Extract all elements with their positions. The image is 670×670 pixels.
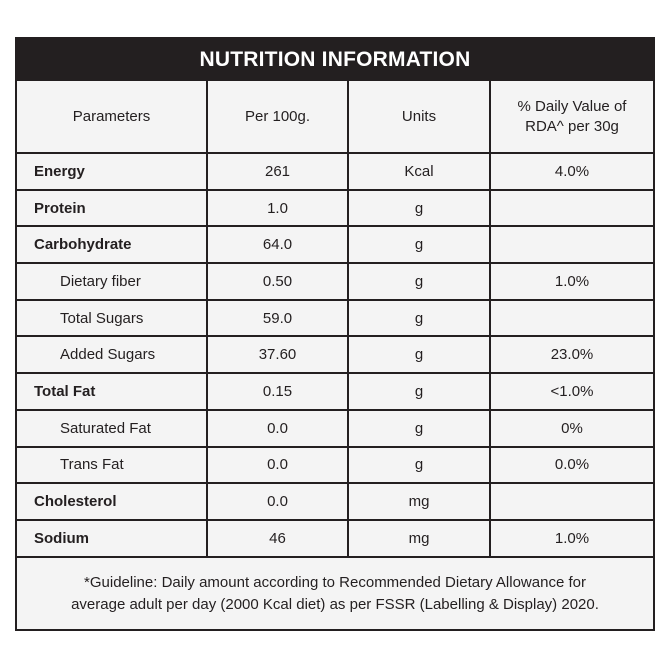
header-units: Units bbox=[347, 81, 491, 154]
row-unit: g bbox=[347, 445, 491, 485]
row-value: 64.0 bbox=[206, 225, 349, 265]
header-daily-value: % Daily Value of RDA^ per 30g bbox=[489, 81, 653, 154]
row-value: 0.50 bbox=[206, 262, 349, 301]
table-row: Cholesterol 0.0 mg bbox=[17, 482, 653, 521]
table-row: Total Fat 0.15 g <1.0% bbox=[17, 372, 653, 411]
row-unit: g bbox=[347, 225, 491, 265]
table-row: Dietary fiber 0.50 g 1.0% bbox=[17, 262, 653, 301]
row-parameter: Sodium bbox=[17, 518, 208, 558]
row-daily-value: 23.0% bbox=[489, 335, 653, 375]
row-unit: g bbox=[347, 298, 491, 338]
row-unit: mg bbox=[347, 482, 491, 521]
row-daily-value: 0% bbox=[489, 408, 653, 448]
row-daily-value: <1.0% bbox=[489, 372, 653, 411]
table-row: Added Sugars 37.60 g 23.0% bbox=[17, 335, 653, 375]
footnote-line2: average adult per day (2000 Kcal diet) a… bbox=[71, 595, 599, 613]
row-daily-value: 4.0% bbox=[489, 152, 653, 191]
row-parameter: Total Fat bbox=[17, 372, 208, 411]
table-row: Energy 261 Kcal 4.0% bbox=[17, 152, 653, 191]
row-value: 46 bbox=[206, 518, 349, 558]
table-row: Saturated Fat 0.0 g 0% bbox=[17, 408, 653, 448]
row-parameter: Dietary fiber bbox=[17, 262, 208, 301]
row-parameter: Added Sugars bbox=[17, 335, 208, 375]
row-daily-value: 1.0% bbox=[489, 518, 653, 558]
header-per-100g: Per 100g. bbox=[206, 81, 349, 154]
nutrition-table: Parameters Per 100g. Units % Daily Value… bbox=[17, 81, 653, 558]
row-unit: g bbox=[347, 262, 491, 301]
row-value: 0.0 bbox=[206, 445, 349, 485]
table-header-row: Parameters Per 100g. Units % Daily Value… bbox=[17, 81, 653, 154]
nutrition-panel: NUTRITION INFORMATION Parameters Per 100… bbox=[15, 37, 655, 631]
row-value: 59.0 bbox=[206, 298, 349, 338]
guideline-footnote: *Guideline: Daily amount according to Re… bbox=[17, 558, 653, 630]
row-parameter: Saturated Fat bbox=[17, 408, 208, 448]
row-daily-value bbox=[489, 225, 653, 265]
row-daily-value bbox=[489, 482, 653, 521]
table-row: Protein 1.0 g bbox=[17, 188, 653, 228]
row-parameter: Trans Fat bbox=[17, 445, 208, 485]
row-value: 261 bbox=[206, 152, 349, 191]
row-unit: g bbox=[347, 335, 491, 375]
table-row: Carbohydrate 64.0 g bbox=[17, 225, 653, 265]
row-value: 0.15 bbox=[206, 372, 349, 411]
row-daily-value: 1.0% bbox=[489, 262, 653, 301]
row-parameter: Total Sugars bbox=[17, 298, 208, 338]
row-unit: g bbox=[347, 372, 491, 411]
header-daily-value-line2: RDA^ per 30g bbox=[525, 117, 619, 135]
row-value: 0.0 bbox=[206, 408, 349, 448]
table-row: Trans Fat 0.0 g 0.0% bbox=[17, 445, 653, 485]
row-value: 0.0 bbox=[206, 482, 349, 521]
row-parameter: Cholesterol bbox=[17, 482, 208, 521]
row-parameter: Carbohydrate bbox=[17, 225, 208, 265]
row-unit: g bbox=[347, 188, 491, 228]
row-unit: g bbox=[347, 408, 491, 448]
row-daily-value bbox=[489, 298, 653, 338]
header-daily-value-line1: % Daily Value of bbox=[517, 97, 627, 115]
row-unit: mg bbox=[347, 518, 491, 558]
row-value: 1.0 bbox=[206, 188, 349, 228]
header-parameters: Parameters bbox=[17, 81, 208, 154]
row-daily-value: 0.0% bbox=[489, 445, 653, 485]
row-parameter: Protein bbox=[17, 188, 208, 228]
table-row: Sodium 46 mg 1.0% bbox=[17, 518, 653, 558]
row-value: 37.60 bbox=[206, 335, 349, 375]
nutrition-title: NUTRITION INFORMATION bbox=[17, 39, 653, 81]
row-daily-value bbox=[489, 188, 653, 228]
row-parameter: Energy bbox=[17, 152, 208, 191]
table-row: Total Sugars 59.0 g bbox=[17, 298, 653, 338]
footnote-line1: *Guideline: Daily amount according to Re… bbox=[84, 573, 586, 591]
row-unit: Kcal bbox=[347, 152, 491, 191]
